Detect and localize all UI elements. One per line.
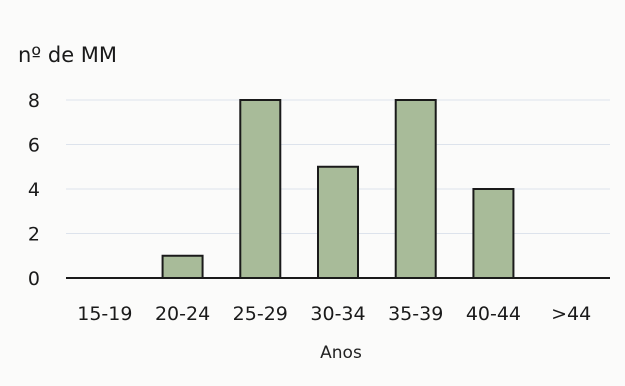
y-tick-label: 0 <box>28 268 40 290</box>
bar-25-29 <box>239 99 282 279</box>
x-tick-label: 20-24 <box>155 303 210 325</box>
y-tick-label: 4 <box>28 179 40 201</box>
bar-40-44 <box>472 188 515 279</box>
y-tick-label: 2 <box>28 224 40 246</box>
x-tick-label: >44 <box>551 303 591 325</box>
x-tick-label: 15-19 <box>77 303 132 325</box>
x-axis-title: Anos <box>320 343 362 363</box>
bar-30-34 <box>317 165 359 279</box>
y-tick-labels: 0 2 4 6 8 <box>28 90 40 290</box>
y-tick-label: 6 <box>28 135 40 157</box>
y-axis-title: nº de MM <box>18 43 117 67</box>
y-tick-label: 8 <box>28 90 40 112</box>
bar-35-39 <box>394 99 437 279</box>
x-tick-label: 40-44 <box>466 303 521 325</box>
bar-20-24 <box>161 254 204 279</box>
x-tick-labels: 15-19 20-24 25-29 30-34 35-39 40-44 >44 <box>77 303 591 325</box>
x-tick-label: 25-29 <box>233 303 288 325</box>
x-tick-label: 35-39 <box>388 303 443 325</box>
x-tick-label: 30-34 <box>310 303 365 325</box>
